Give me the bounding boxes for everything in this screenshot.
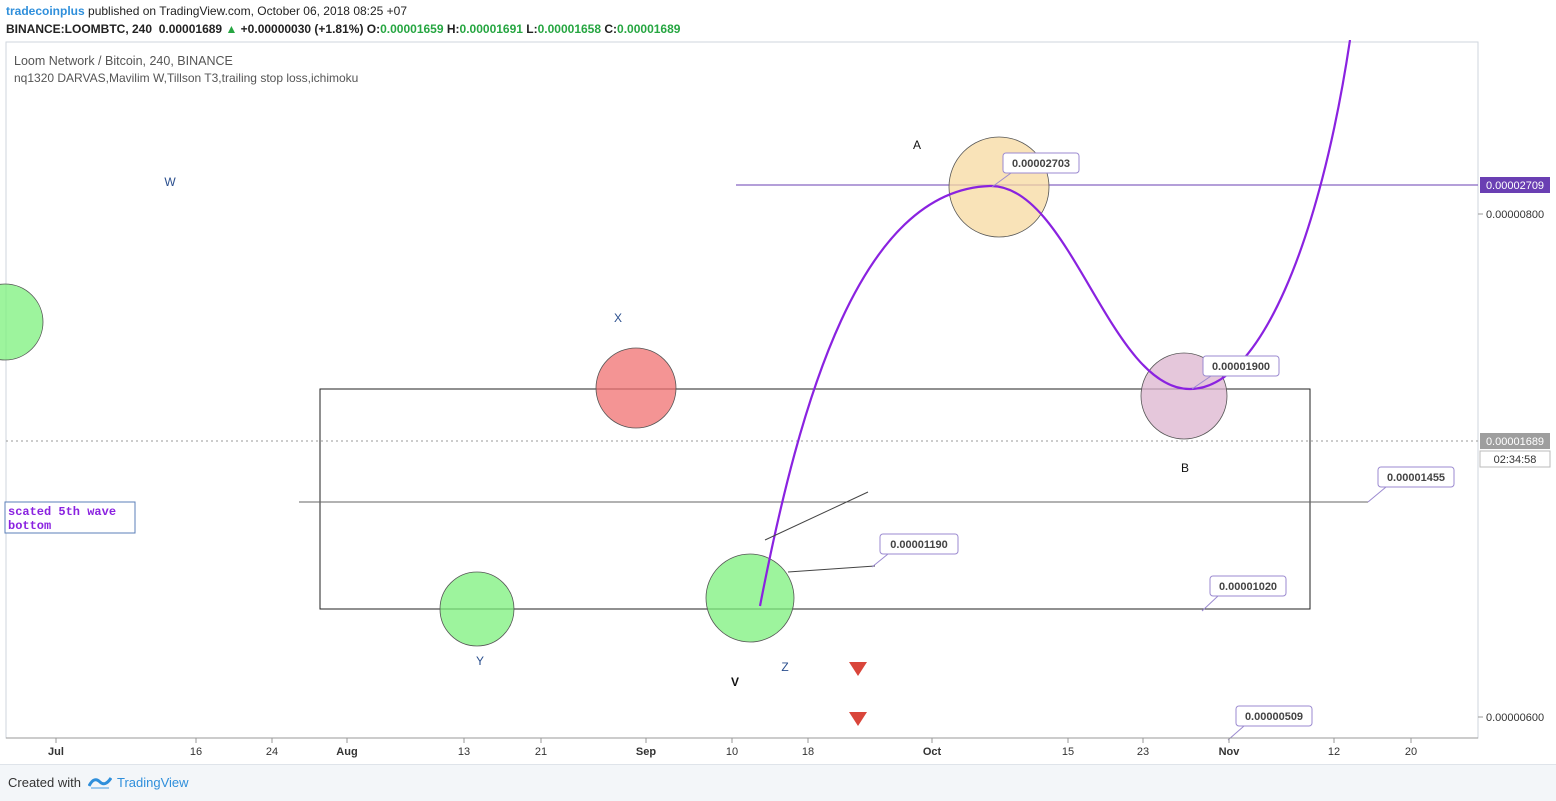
x-tick-label: 10: [726, 746, 738, 758]
x-tick-label: 13: [458, 746, 470, 758]
y-tick-label: 0.00000600: [1486, 712, 1544, 724]
note-line: bottom: [8, 519, 51, 533]
footer: Created with TradingView: [0, 764, 1556, 801]
target-price-tag: [1480, 177, 1550, 193]
author-name[interactable]: tradecoinplus: [6, 4, 85, 18]
callout-text: 0.00002703: [1012, 158, 1070, 170]
trend-line: [764, 491, 869, 541]
wave-label: Y: [476, 654, 484, 668]
trend-line: [787, 565, 876, 573]
callout-stem: [1191, 375, 1212, 390]
note-box: [4, 501, 136, 534]
high-value: 0.00001691: [459, 22, 523, 36]
callout-text: 0.00001190: [890, 539, 948, 551]
circle-green-y: [439, 571, 515, 647]
wave-label: A: [913, 138, 921, 152]
circle-a-tag: [1002, 152, 1080, 174]
circle-green-z: [705, 553, 795, 643]
target-price-tag-text: 0.00002709: [1486, 180, 1544, 192]
projection-path: [758, 40, 1352, 607]
price-chart[interactable]: 0.00002703 0.00001900 0.00001455 0.00001190…: [0, 40, 1556, 764]
low-tag: [879, 533, 959, 555]
callout-text: 0.00000509: [1245, 711, 1303, 723]
x-tick-label: 12: [1328, 746, 1340, 758]
price-axis: 0.000032000.000030000.000028000.00002600…: [1478, 177, 1551, 724]
callout-stem: [871, 553, 889, 568]
note-line: scated 5th wave: [8, 505, 116, 519]
current-price-tag-text: 0.00001689: [1486, 436, 1544, 448]
wave-label: X: [614, 311, 622, 325]
wave-label: W: [164, 175, 176, 189]
callout-stem: [991, 172, 1012, 188]
callout-stem: [1367, 486, 1387, 503]
x-tick-label: 20: [1405, 746, 1417, 758]
current-price-tag: [1480, 433, 1550, 449]
x-tick-label: 21: [535, 746, 547, 758]
level-tag: [1377, 466, 1455, 488]
y-tick-label: 0.00000800: [1486, 209, 1544, 221]
price-change: +0.00000030 (+1.81%): [240, 22, 364, 36]
x-tick-label: 24: [266, 746, 278, 758]
last-price: 0.00001689: [158, 22, 223, 36]
x-tick-label: Jul: [48, 746, 64, 758]
up-arrow-icon: ▲: [225, 22, 238, 36]
close-label: C:: [604, 22, 618, 36]
legend-title: Loom Network / Bitcoin, 240, BINANCE: [14, 54, 233, 68]
ohlc-bar: BINANCE:LOOMBTC, 240 0.00001689 ▲ +0.000…: [6, 22, 680, 36]
projection-low-tag: [1235, 705, 1313, 727]
drawings: 0.00002703 0.00001900 0.00001455 0.00001190…: [0, 40, 1478, 741]
callout-text: 0.00001900: [1212, 361, 1270, 373]
legend-indicators: nq1320 DARVAS,Mavilim W,Tillson T3,trail…: [14, 71, 359, 85]
x-tick-label: Nov: [1219, 746, 1241, 758]
down-arrow-icon: [849, 662, 867, 676]
tradingview-logo-icon: [87, 774, 113, 795]
circle-green-left: [0, 283, 44, 361]
low-value: 0.00001658: [537, 22, 602, 36]
x-tick-label: Oct: [923, 746, 942, 758]
x-tick-label: 15: [1062, 746, 1074, 758]
callout-text: 0.00001455: [1387, 472, 1445, 484]
high-label: H:: [446, 22, 460, 36]
low-label: L:: [526, 22, 538, 36]
x-tick-label: Aug: [336, 746, 357, 758]
symbol-label: BINANCE:LOOMBTC, 240: [6, 22, 153, 36]
wave-label: B: [1181, 461, 1189, 475]
open-label: O:: [366, 22, 381, 36]
x-tick-label: 18: [802, 746, 814, 758]
wave-label: V: [731, 675, 739, 689]
open-value: 0.00001659: [380, 22, 444, 36]
circle-b-tag: [1202, 355, 1280, 377]
countdown-text: 02:34:58: [1494, 454, 1537, 466]
close-value: 0.00001689: [617, 22, 681, 36]
time-axis: Jul 16 24 Aug 13 21 Sep 10 18 Oct 15 23 Nov 12 20: [6, 737, 1478, 758]
created-with-text: Created with: [8, 775, 81, 790]
x-tick-label: 16: [190, 746, 202, 758]
tradingview-link[interactable]: TradingView: [117, 775, 189, 790]
down-arrow-icon: [849, 712, 867, 726]
callout-text: 0.00001020: [1219, 581, 1277, 593]
box-low-tag: [1209, 575, 1287, 597]
published-text: published on TradingView.com, October 06…: [88, 4, 408, 18]
callout-stem: [1201, 595, 1219, 612]
publish-info: tradecoinplus published on TradingView.c…: [6, 4, 407, 18]
countdown-tag: [1479, 450, 1551, 468]
wave-labels: W X Y Z V A B: [164, 138, 1189, 689]
x-tick-label: Sep: [636, 746, 656, 758]
circle-red-x: [595, 347, 677, 429]
x-tick-label: 23: [1137, 746, 1149, 758]
wave-label: Z: [781, 660, 788, 674]
